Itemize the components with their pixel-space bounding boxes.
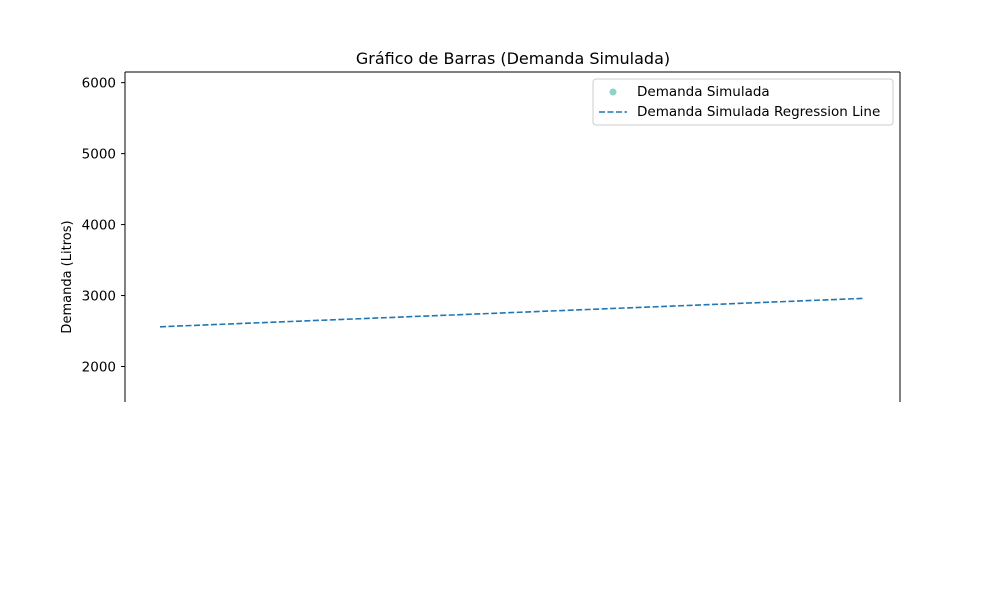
y-tick-label: 5000 (82, 147, 116, 163)
chart-title: Gráfico de Barras (Demanda Simulada) (356, 49, 670, 68)
legend-marker-scatter (609, 88, 617, 96)
legend-label-scatter: Demanda Simulada (637, 84, 770, 100)
y-tick-label: 2000 (82, 360, 116, 376)
series-layer (159, 297, 864, 328)
y-axis-label: Demanda (Litros) (60, 220, 75, 333)
y-tick-label: 4000 (82, 218, 116, 234)
legend-label-regression-line: Demanda Simulada Regression Line (637, 104, 880, 120)
y-tick-label: 3000 (82, 289, 116, 305)
legend: Demanda Simulada Demanda Simulada Regres… (592, 78, 894, 126)
y-axis-ticks: 2000 3000 4000 5000 6000 (82, 76, 125, 376)
regression-line (159, 297, 864, 328)
plot-area (124, 71, 901, 402)
y-tick-label: 6000 (82, 76, 116, 92)
legend-frame (592, 78, 894, 126)
